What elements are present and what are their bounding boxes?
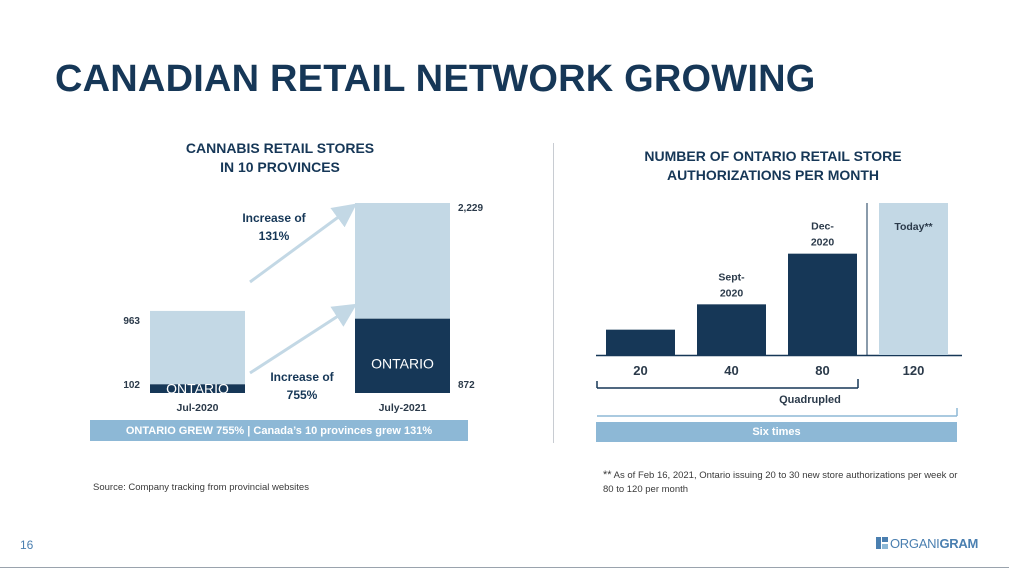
left-chart: ONTARIO 963 102 Jul-2020 ONTARIO 2,229 872 July…: [123, 203, 483, 414]
left-chart-title-line1: CANNABIS RETAIL STORES: [185, 140, 375, 156]
left-bar-ontario-label-0: ONTARIO: [166, 381, 229, 397]
right-top-label-1-0: Sept-: [718, 271, 745, 283]
six-times-banner: Six times: [596, 422, 957, 442]
left-chart-title: CANNABIS RETAIL STORES IN 10 PROVINCES: [160, 139, 400, 177]
left-chart-title-line2: IN 10 PROVINCES: [220, 159, 340, 175]
footer-rule: [0, 567, 1009, 568]
logo-text-bold: GRAM: [939, 535, 979, 551]
right-value-label-0: 20: [633, 363, 647, 378]
left-category-label-1: July-2021: [379, 402, 427, 414]
increase-131-line2: 131%: [258, 229, 290, 243]
right-value-label-2: 80: [815, 363, 829, 378]
left-bar-ontario-0: [150, 384, 245, 393]
left-total-label-1: 2,229: [458, 203, 483, 214]
left-bar-other-0: [150, 310, 245, 385]
ontario-growth-banner: ONTARIO GREW 755% | Canada’s 10 province…: [90, 420, 468, 441]
organigram-logo: ORGANI GRAM: [876, 535, 978, 551]
right-value-label-3: 120: [903, 363, 925, 378]
right-value-label-1: 40: [724, 363, 738, 378]
source-note: Source: Company tracking from provincial…: [93, 482, 309, 493]
footnote-mark: **: [603, 469, 612, 481]
footnote-line1: As of Feb 16, 2021, Ontario issuing 20 t…: [611, 470, 958, 481]
left-ontario-value-label-0: 102: [123, 380, 140, 391]
right-top-label-2-0: Dec-: [811, 221, 834, 233]
logo-text-light: ORGANI: [890, 535, 940, 551]
right-bar-0: [606, 329, 675, 355]
left-bar-other-1: [355, 203, 450, 319]
increase-755-line2: 755%: [286, 388, 318, 402]
right-top-label-2-1: 2020: [811, 237, 835, 249]
right-bar-1: [697, 304, 766, 355]
quadrupled-label: Quadrupled: [779, 394, 841, 406]
increase-755-label: Increase of 755%: [258, 368, 346, 404]
organigram-logo-icon: [876, 537, 888, 549]
left-bar-ontario-label-1: ONTARIO: [371, 356, 434, 372]
left-total-label-0: 963: [123, 316, 140, 327]
increase-arrow-top: [249, 203, 357, 284]
increase-131-label: Increase of 131%: [230, 209, 318, 245]
left-bar-ontario-1: [355, 318, 450, 393]
increase-arrow-bottom: [249, 303, 358, 375]
footnote: ** As of Feb 16, 2021, Ontario issuing 2…: [603, 468, 983, 497]
right-chart-title-line2: AUTHORIZATIONS PER MONTH: [666, 167, 880, 183]
right-chart-title-line1: NUMBER OF ONTARIO RETAIL STORE: [644, 148, 902, 164]
right-chart: 20 40 Sept- 2020 80 Dec- 2020 120 Today**: [596, 203, 962, 417]
page-title: CANADIAN RETAIL NETWORK GROWING: [55, 58, 816, 100]
right-chart-title: NUMBER OF ONTARIO RETAIL STORE AUTHORIZA…: [608, 147, 938, 185]
panel-divider: [553, 143, 554, 443]
right-top-label-3-0: Today**: [894, 221, 933, 233]
left-ontario-value-label-1: 872: [458, 380, 475, 391]
right-bar-3: [879, 203, 948, 355]
right-top-label-1-1: 2020: [720, 287, 744, 299]
right-bar-2: [788, 253, 857, 355]
increase-131-line1: Increase of: [242, 211, 306, 225]
left-category-label-0: Jul-2020: [176, 402, 218, 414]
increase-755-line1: Increase of: [270, 370, 334, 384]
page-number: 16: [20, 538, 34, 552]
footnote-line2: 80 to 120 per month: [603, 484, 689, 495]
